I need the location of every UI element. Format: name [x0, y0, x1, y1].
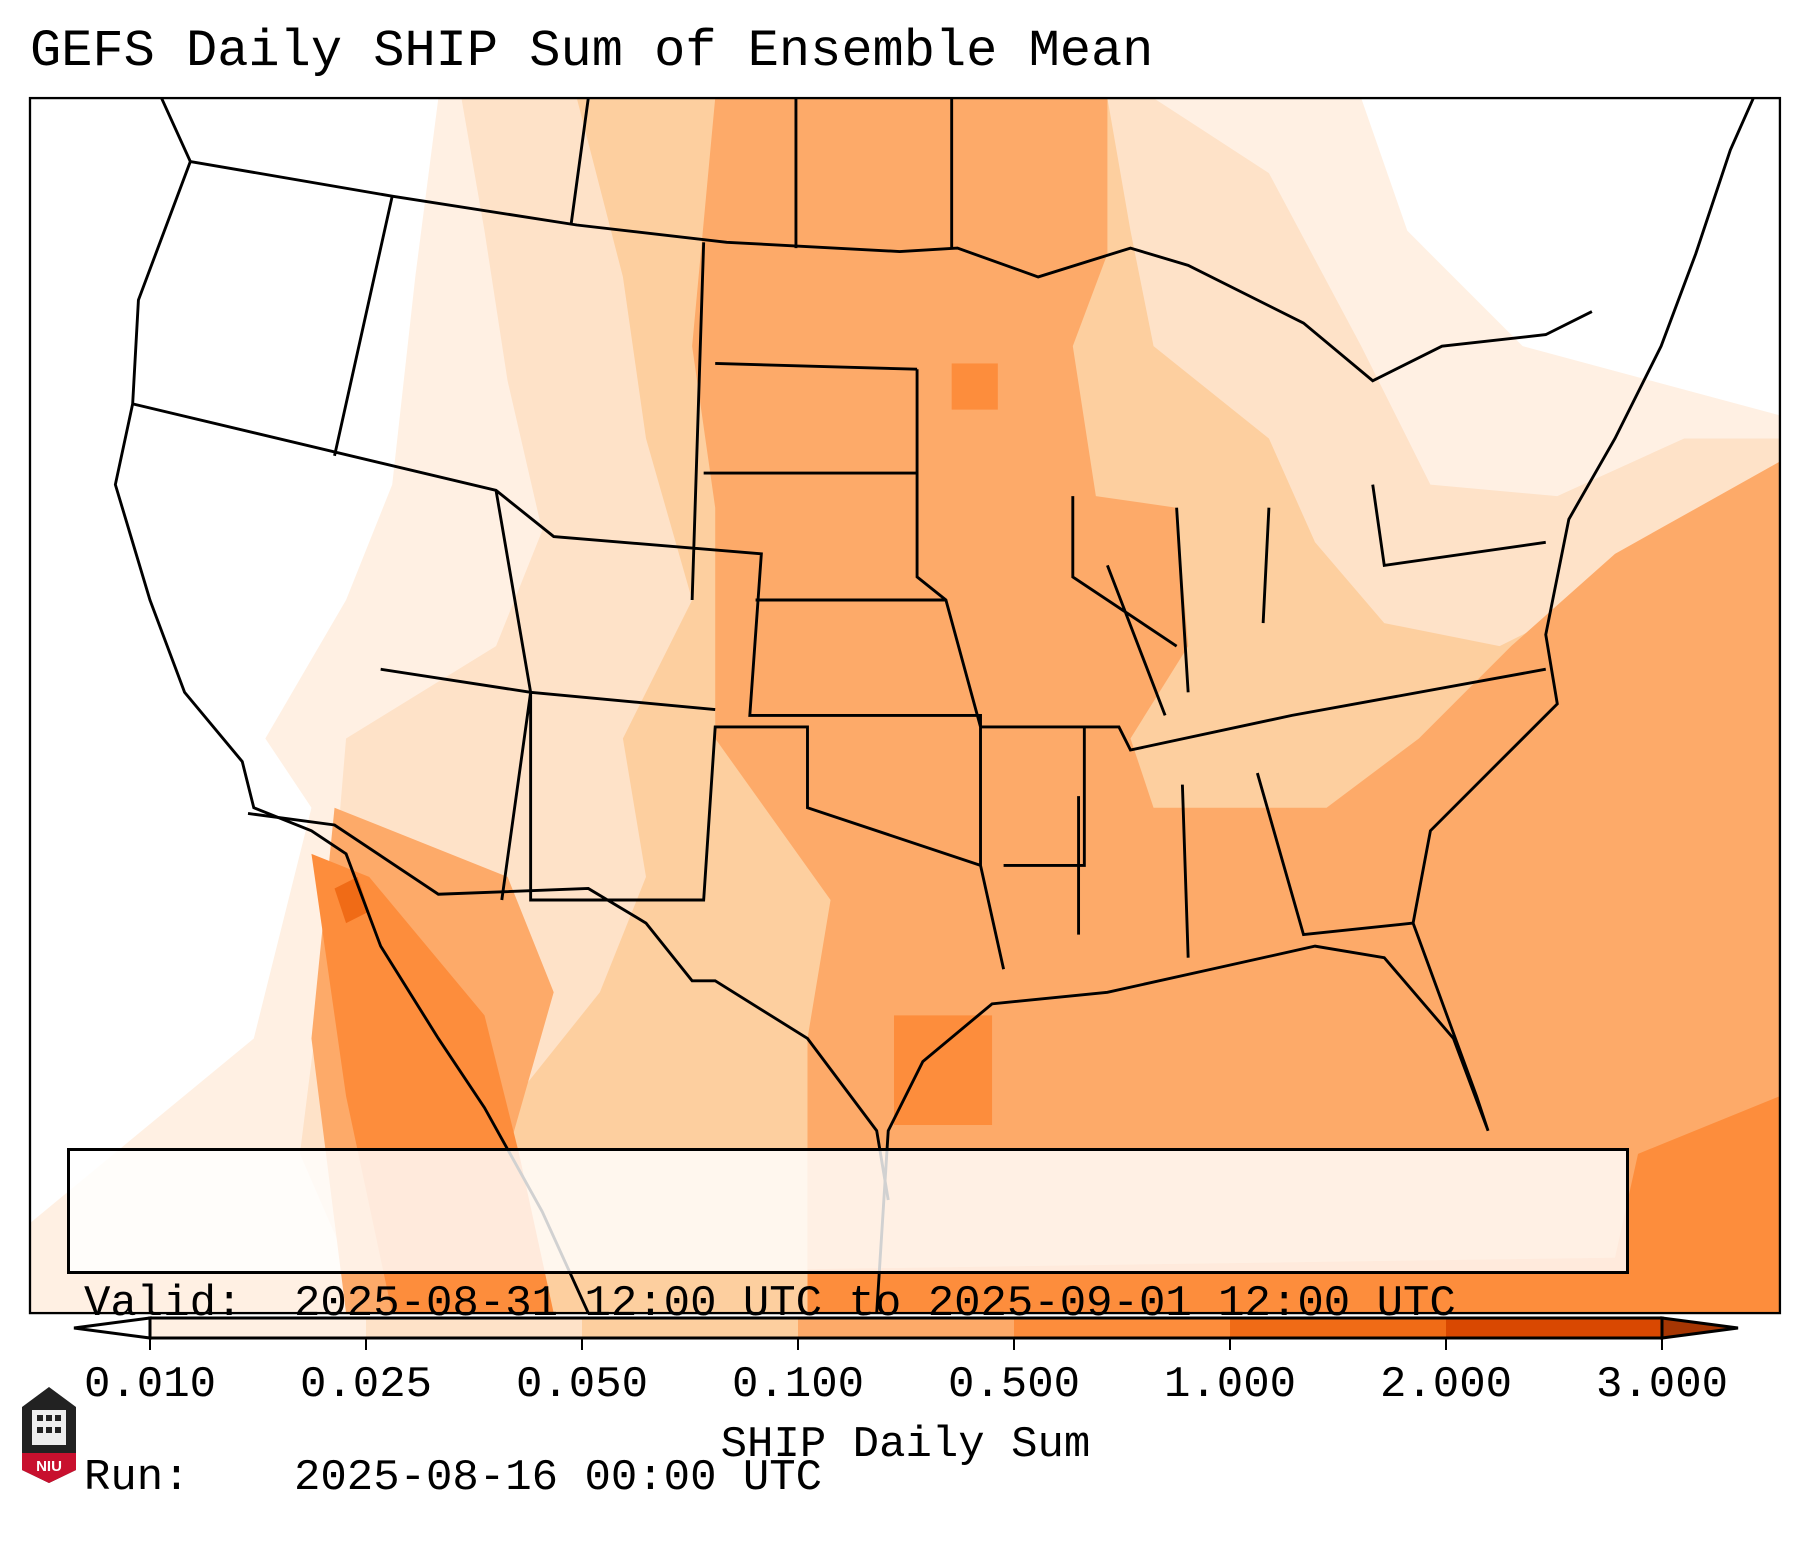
map-frame: [28, 96, 1782, 1315]
valid-run-info-box: Valid: 2025-08-31 12:00 UTC to 2025-09-01…: [67, 1148, 1629, 1503]
colorbar-label: SHIP Daily Sum: [720, 1420, 1091, 1470]
colorbar: [73, 1316, 1739, 1340]
border-mexico: [247, 812, 890, 1201]
colorbar-outline: [148, 1316, 1664, 1340]
ship-field-deep-gulf: [894, 1015, 993, 1125]
colorbar-tick: [581, 1338, 583, 1350]
colorbar-tick-label: 0.010: [83, 1360, 217, 1410]
colorbar-tick: [1445, 1338, 1447, 1350]
chart-title: GEFS Daily SHIP Sum of Ensemble Mean: [30, 22, 1154, 81]
colorbar-bin: [582, 1318, 799, 1338]
coastline-gulf-east: [875, 98, 1755, 1314]
state-lines: [132, 98, 1547, 970]
logo-text: NIU: [36, 1458, 62, 1475]
colorbar-tick-label: 2.000: [1379, 1360, 1513, 1410]
colorbar-tick-label: 0.500: [947, 1360, 1081, 1410]
colorbar-bin: [1014, 1318, 1231, 1338]
colorbar-tick: [1229, 1338, 1231, 1350]
niu-logo: NIU: [22, 1387, 76, 1483]
colorbar-bin: [1230, 1318, 1447, 1338]
colorbar-tick: [1661, 1338, 1663, 1350]
colorbar-tick: [797, 1338, 799, 1350]
colorbar-bin: [150, 1318, 367, 1338]
colorbar-tick-label: 0.050: [515, 1360, 649, 1410]
colorbar-extend-high: [1660, 1316, 1739, 1340]
colorbar-tick-label: 0.025: [299, 1360, 433, 1410]
colorbar-tick-label: 1.000: [1163, 1360, 1297, 1410]
run-value: 2025-08-16 00:00 UTC: [294, 1453, 823, 1503]
colorbar-bin: [798, 1318, 1015, 1338]
colorbar-tick-label: 0.100: [731, 1360, 865, 1410]
colorbar-tick: [365, 1338, 367, 1350]
colorbar-extend-low: [73, 1316, 152, 1340]
ship-field-deep-mn: [951, 363, 998, 410]
colorbar-bin: [1446, 1318, 1663, 1338]
colorbar-tick-label: 3.000: [1595, 1360, 1729, 1410]
coastline-west: [113, 98, 590, 1314]
border-canada: [190, 160, 1593, 383]
run-label: Run:: [84, 1453, 190, 1503]
colorbar-tick: [1013, 1338, 1015, 1350]
colorbar-tick: [149, 1338, 151, 1350]
colorbar-bin: [366, 1318, 583, 1338]
